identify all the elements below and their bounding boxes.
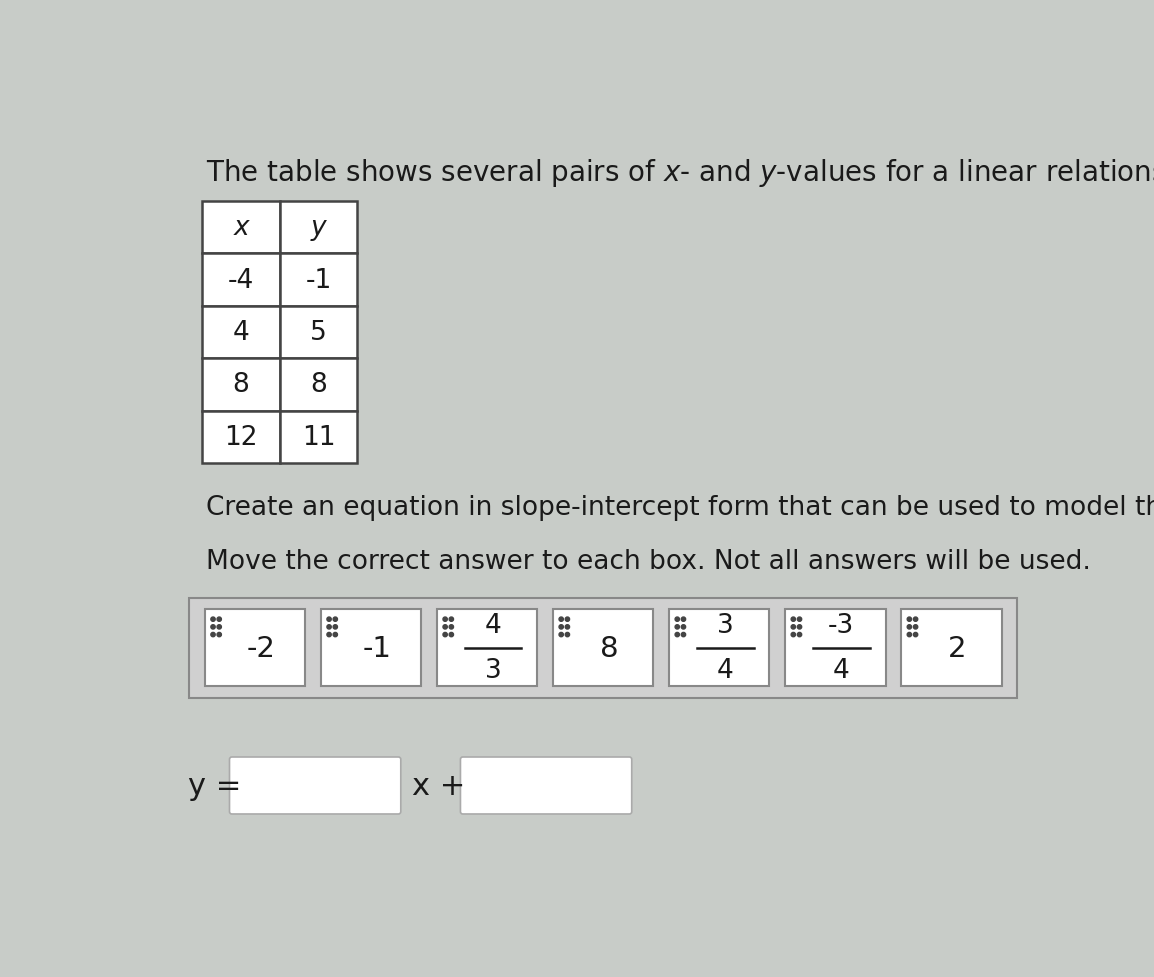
Circle shape (334, 625, 337, 629)
Text: Move the correct answer to each box. Not all answers will be used.: Move the correct answer to each box. Not… (207, 548, 1092, 573)
Circle shape (334, 617, 337, 621)
Bar (553, 610, 653, 687)
Text: 11: 11 (302, 424, 336, 450)
Circle shape (217, 617, 222, 621)
Circle shape (914, 633, 917, 637)
Bar (785, 610, 885, 687)
Circle shape (443, 617, 448, 621)
Circle shape (211, 633, 215, 637)
FancyBboxPatch shape (460, 757, 631, 814)
Text: -4: -4 (228, 268, 254, 293)
Text: x: x (233, 215, 249, 241)
Circle shape (675, 633, 680, 637)
FancyBboxPatch shape (230, 757, 400, 814)
Circle shape (565, 617, 570, 621)
Circle shape (797, 625, 802, 629)
Text: 3: 3 (717, 613, 734, 639)
Circle shape (327, 625, 331, 629)
Circle shape (327, 617, 331, 621)
Circle shape (675, 617, 680, 621)
Circle shape (681, 625, 685, 629)
Text: 3: 3 (485, 658, 502, 683)
Bar (280, 307, 358, 359)
Bar (901, 610, 1002, 687)
Circle shape (675, 625, 680, 629)
Circle shape (443, 625, 448, 629)
Bar (202, 411, 280, 463)
Text: 12: 12 (224, 424, 257, 450)
Bar (202, 307, 280, 359)
Text: -1: -1 (306, 268, 331, 293)
Text: x +: x + (412, 771, 466, 800)
Text: -3: -3 (829, 613, 854, 639)
Text: y =: y = (188, 771, 242, 800)
Circle shape (914, 617, 917, 621)
Text: -2: -2 (247, 634, 276, 662)
Bar (436, 610, 538, 687)
Circle shape (211, 625, 215, 629)
Text: 4: 4 (717, 658, 734, 683)
Circle shape (449, 625, 454, 629)
Bar (321, 610, 421, 687)
Text: -1: -1 (362, 634, 391, 662)
Text: The table shows several pairs of $x$- and $y$-values for a linear relationship.: The table shows several pairs of $x$- an… (207, 157, 1154, 190)
Bar (202, 254, 280, 307)
Circle shape (797, 617, 802, 621)
Circle shape (559, 625, 563, 629)
Text: 4: 4 (485, 613, 502, 639)
Circle shape (914, 625, 917, 629)
Circle shape (559, 633, 563, 637)
Text: 4: 4 (233, 319, 249, 346)
Circle shape (217, 633, 222, 637)
Circle shape (792, 617, 795, 621)
Bar (668, 610, 770, 687)
Bar (204, 610, 306, 687)
Circle shape (565, 625, 570, 629)
Text: 5: 5 (310, 319, 327, 346)
Circle shape (334, 633, 337, 637)
Text: 8: 8 (600, 634, 619, 662)
Bar (202, 359, 280, 411)
Circle shape (559, 617, 563, 621)
Circle shape (792, 633, 795, 637)
Text: 8: 8 (233, 372, 249, 398)
Text: y: y (310, 215, 327, 241)
Text: 2: 2 (949, 634, 967, 662)
Circle shape (681, 633, 685, 637)
Text: 8: 8 (310, 372, 327, 398)
Text: 4: 4 (833, 658, 849, 683)
Text: Create an equation in slope-intercept form that can be used to model this relati: Create an equation in slope-intercept fo… (207, 494, 1154, 520)
Circle shape (217, 625, 222, 629)
Bar (202, 202, 280, 254)
Circle shape (449, 617, 454, 621)
Circle shape (681, 617, 685, 621)
Circle shape (443, 633, 448, 637)
Bar (280, 411, 358, 463)
Circle shape (565, 633, 570, 637)
Circle shape (907, 625, 912, 629)
Circle shape (907, 617, 912, 621)
Circle shape (449, 633, 454, 637)
Bar (280, 359, 358, 411)
Circle shape (797, 633, 802, 637)
Circle shape (792, 625, 795, 629)
Bar (280, 254, 358, 307)
Circle shape (327, 633, 331, 637)
Circle shape (211, 617, 215, 621)
Bar (280, 202, 358, 254)
Bar (189, 598, 1017, 698)
Circle shape (907, 633, 912, 637)
